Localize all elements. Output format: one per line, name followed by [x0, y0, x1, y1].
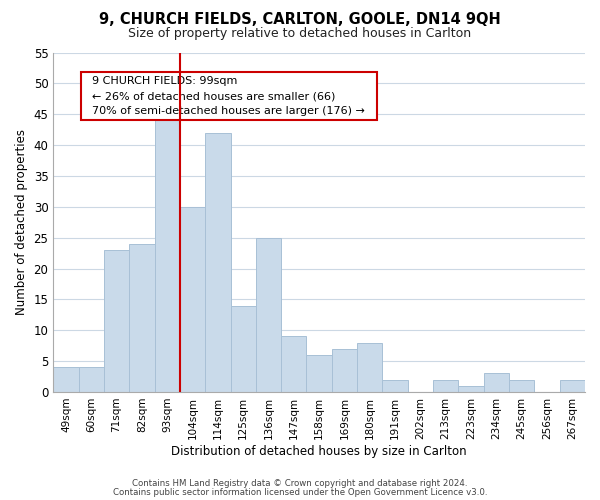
Text: Contains HM Land Registry data © Crown copyright and database right 2024.: Contains HM Land Registry data © Crown c… [132, 479, 468, 488]
Bar [79, 368, 104, 392]
Bar [155, 108, 180, 392]
Text: 9, CHURCH FIELDS, CARLTON, GOOLE, DN14 9QH: 9, CHURCH FIELDS, CARLTON, GOOLE, DN14 9… [99, 12, 501, 28]
Bar [433, 380, 458, 392]
Bar [281, 336, 307, 392]
Y-axis label: Number of detached properties: Number of detached properties [15, 129, 28, 315]
Bar [509, 380, 535, 392]
Text: Contains public sector information licensed under the Open Government Licence v3: Contains public sector information licen… [113, 488, 487, 497]
Bar [104, 250, 129, 392]
Bar [560, 380, 585, 392]
Bar [205, 132, 230, 392]
Bar [382, 380, 408, 392]
Bar [129, 244, 155, 392]
Bar [458, 386, 484, 392]
Bar [53, 368, 79, 392]
Bar [256, 238, 281, 392]
Text: Size of property relative to detached houses in Carlton: Size of property relative to detached ho… [128, 28, 472, 40]
Bar [332, 349, 357, 392]
Bar [180, 207, 205, 392]
Bar [484, 374, 509, 392]
Bar [357, 342, 382, 392]
X-axis label: Distribution of detached houses by size in Carlton: Distribution of detached houses by size … [172, 444, 467, 458]
Bar [230, 306, 256, 392]
Bar [307, 355, 332, 392]
Text: 9 CHURCH FIELDS: 99sqm
  ← 26% of detached houses are smaller (66)
  70% of semi: 9 CHURCH FIELDS: 99sqm ← 26% of detached… [85, 76, 372, 116]
